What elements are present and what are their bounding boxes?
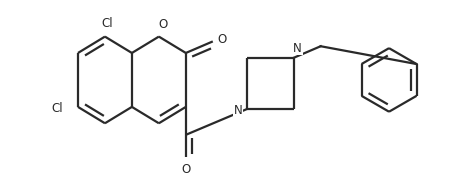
Text: Cl: Cl [51,102,63,115]
Text: O: O [218,33,227,46]
Text: N: N [293,42,302,55]
Text: O: O [158,18,167,31]
Text: N: N [234,104,242,117]
Text: O: O [181,163,191,176]
Text: Cl: Cl [101,17,113,30]
